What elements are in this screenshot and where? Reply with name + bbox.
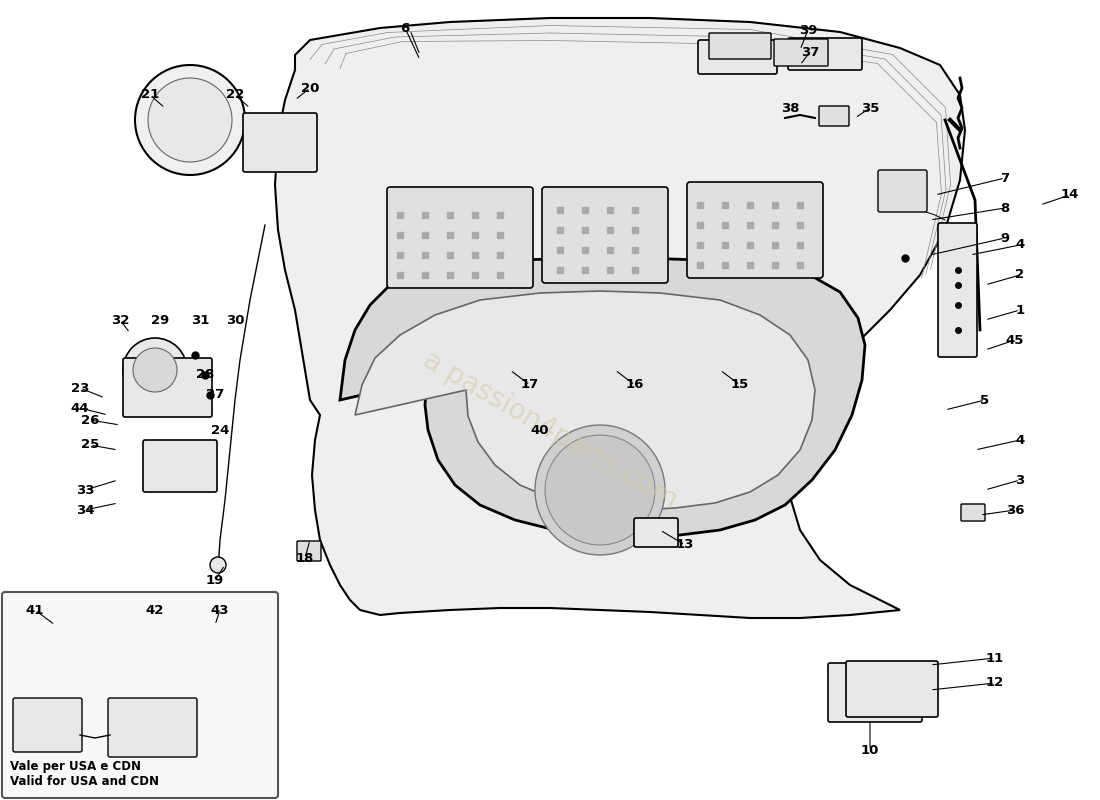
- Circle shape: [123, 338, 187, 402]
- Text: 9: 9: [1000, 231, 1010, 245]
- Text: 10: 10: [861, 743, 879, 757]
- FancyBboxPatch shape: [297, 541, 321, 561]
- Circle shape: [544, 435, 654, 545]
- Text: 20: 20: [300, 82, 319, 94]
- Text: 14: 14: [1060, 189, 1079, 202]
- Text: 12: 12: [986, 677, 1004, 690]
- Text: 28: 28: [196, 369, 214, 382]
- Text: 15: 15: [730, 378, 749, 391]
- Text: a passion4parts.com: a passion4parts.com: [418, 346, 682, 514]
- FancyBboxPatch shape: [123, 358, 212, 417]
- Text: 45: 45: [1005, 334, 1024, 346]
- Text: 29: 29: [151, 314, 169, 326]
- Circle shape: [535, 425, 666, 555]
- Circle shape: [135, 65, 245, 175]
- Text: 33: 33: [76, 483, 95, 497]
- Text: 27: 27: [206, 389, 224, 402]
- FancyBboxPatch shape: [846, 661, 938, 717]
- Text: 38: 38: [781, 102, 800, 114]
- Text: 32: 32: [111, 314, 129, 326]
- Circle shape: [133, 348, 177, 392]
- Text: 22: 22: [226, 89, 244, 102]
- FancyBboxPatch shape: [634, 518, 678, 547]
- Text: 5: 5: [980, 394, 990, 406]
- PathPatch shape: [340, 258, 865, 536]
- FancyBboxPatch shape: [243, 113, 317, 172]
- Text: 26: 26: [80, 414, 99, 426]
- Text: Vale per USA e CDN: Vale per USA e CDN: [10, 760, 141, 773]
- Text: 2: 2: [1015, 269, 1024, 282]
- PathPatch shape: [275, 18, 965, 618]
- Text: 18: 18: [296, 551, 315, 565]
- Text: 23: 23: [70, 382, 89, 394]
- FancyBboxPatch shape: [820, 106, 849, 126]
- Text: 16: 16: [626, 378, 645, 391]
- Text: 4: 4: [1015, 434, 1024, 446]
- Text: 39: 39: [799, 23, 817, 37]
- Circle shape: [148, 78, 232, 162]
- Text: 24: 24: [211, 423, 229, 437]
- Text: 44: 44: [70, 402, 89, 414]
- Text: 36: 36: [1005, 503, 1024, 517]
- Text: 42: 42: [146, 603, 164, 617]
- FancyBboxPatch shape: [698, 40, 777, 74]
- FancyBboxPatch shape: [143, 440, 217, 492]
- FancyBboxPatch shape: [878, 170, 927, 212]
- FancyBboxPatch shape: [961, 504, 984, 521]
- Text: 4: 4: [1015, 238, 1024, 251]
- FancyBboxPatch shape: [774, 39, 828, 66]
- FancyBboxPatch shape: [688, 182, 823, 278]
- Text: 31: 31: [190, 314, 209, 326]
- Text: 30: 30: [226, 314, 244, 326]
- Text: 35: 35: [861, 102, 879, 114]
- Text: 3: 3: [1015, 474, 1024, 486]
- FancyBboxPatch shape: [828, 663, 922, 722]
- Text: 7: 7: [1000, 171, 1010, 185]
- Text: 43: 43: [211, 603, 229, 617]
- Text: 11: 11: [986, 651, 1004, 665]
- FancyBboxPatch shape: [788, 38, 862, 70]
- Text: 34: 34: [76, 503, 95, 517]
- FancyBboxPatch shape: [387, 187, 534, 288]
- Text: 21: 21: [141, 89, 160, 102]
- Text: 17: 17: [521, 378, 539, 391]
- Text: 40: 40: [530, 423, 549, 437]
- FancyBboxPatch shape: [710, 33, 771, 59]
- FancyBboxPatch shape: [13, 698, 82, 752]
- PathPatch shape: [355, 291, 815, 510]
- Text: 8: 8: [1000, 202, 1010, 214]
- Text: 13: 13: [675, 538, 694, 551]
- Text: 19: 19: [206, 574, 224, 586]
- Text: 1: 1: [1015, 303, 1024, 317]
- FancyBboxPatch shape: [542, 187, 668, 283]
- Text: 25: 25: [81, 438, 99, 451]
- FancyBboxPatch shape: [2, 592, 278, 798]
- Circle shape: [210, 557, 225, 573]
- Text: 37: 37: [801, 46, 820, 58]
- FancyBboxPatch shape: [108, 698, 197, 757]
- Text: 6: 6: [400, 22, 409, 34]
- Text: 41: 41: [25, 603, 44, 617]
- FancyBboxPatch shape: [938, 223, 977, 357]
- Text: Valid for USA and CDN: Valid for USA and CDN: [10, 775, 160, 788]
